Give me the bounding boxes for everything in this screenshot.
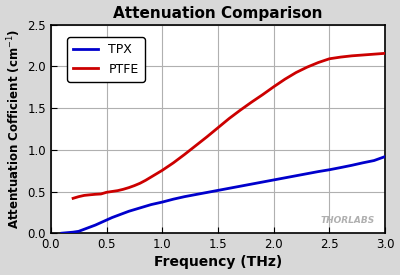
PTFE bbox=[82, 194, 87, 197]
PTFE bbox=[143, 179, 148, 182]
PTFE bbox=[171, 161, 176, 164]
PTFE bbox=[149, 175, 154, 179]
PTFE bbox=[193, 144, 198, 147]
TPX bbox=[193, 193, 198, 196]
PTFE bbox=[93, 193, 98, 196]
TPX bbox=[294, 174, 298, 177]
PTFE bbox=[316, 61, 321, 64]
PTFE bbox=[138, 182, 142, 185]
TPX bbox=[76, 230, 81, 233]
PTFE bbox=[76, 195, 81, 198]
TPX bbox=[316, 170, 321, 173]
PTFE bbox=[227, 117, 232, 120]
TPX bbox=[349, 164, 354, 167]
TPX bbox=[327, 168, 332, 171]
PTFE bbox=[98, 192, 103, 196]
PTFE bbox=[154, 172, 159, 175]
TPX bbox=[126, 210, 131, 213]
PTFE bbox=[160, 169, 165, 172]
TPX bbox=[104, 218, 109, 222]
PTFE bbox=[327, 57, 332, 60]
PTFE bbox=[383, 52, 388, 55]
PTFE bbox=[282, 78, 287, 81]
PTFE bbox=[121, 188, 126, 191]
PTFE bbox=[294, 71, 298, 74]
TPX bbox=[110, 216, 114, 219]
PTFE bbox=[360, 53, 365, 57]
TPX bbox=[115, 214, 120, 217]
Legend: TPX, PTFE: TPX, PTFE bbox=[67, 37, 145, 82]
TPX bbox=[282, 176, 287, 180]
TPX bbox=[204, 191, 209, 194]
TPX bbox=[71, 230, 76, 234]
Title: Attenuation Comparison: Attenuation Comparison bbox=[113, 6, 323, 21]
PTFE bbox=[305, 65, 310, 69]
TPX bbox=[249, 182, 254, 186]
TPX bbox=[260, 180, 265, 184]
TPX bbox=[216, 189, 220, 192]
Line: PTFE: PTFE bbox=[73, 53, 385, 198]
TPX bbox=[171, 197, 176, 201]
PTFE bbox=[126, 186, 131, 189]
Y-axis label: Attentuation Cofficient (cm$^{-1}$): Attentuation Cofficient (cm$^{-1}$) bbox=[6, 29, 23, 229]
TPX bbox=[132, 208, 137, 211]
PTFE bbox=[132, 184, 137, 187]
TPX bbox=[160, 200, 165, 204]
TPX bbox=[82, 228, 87, 231]
PTFE bbox=[216, 126, 220, 129]
TPX bbox=[372, 159, 376, 162]
PTFE bbox=[271, 85, 276, 88]
PTFE bbox=[182, 153, 187, 156]
TPX bbox=[93, 223, 98, 227]
PTFE bbox=[338, 56, 343, 59]
PTFE bbox=[260, 93, 265, 96]
PTFE bbox=[115, 189, 120, 192]
PTFE bbox=[104, 191, 109, 194]
TPX bbox=[338, 166, 343, 169]
TPX bbox=[143, 205, 148, 208]
TPX bbox=[238, 185, 243, 188]
TPX bbox=[138, 206, 142, 210]
TPX bbox=[227, 187, 232, 190]
Line: TPX: TPX bbox=[62, 156, 385, 233]
TPX bbox=[154, 202, 159, 205]
Text: THORLABS: THORLABS bbox=[321, 216, 375, 225]
PTFE bbox=[110, 190, 114, 193]
TPX bbox=[271, 178, 276, 182]
PTFE bbox=[71, 197, 76, 200]
TPX bbox=[98, 221, 103, 224]
PTFE bbox=[204, 135, 209, 139]
TPX bbox=[60, 232, 64, 235]
PTFE bbox=[238, 109, 243, 112]
TPX bbox=[360, 161, 365, 164]
TPX bbox=[305, 172, 310, 175]
PTFE bbox=[349, 54, 354, 57]
X-axis label: Frequency (THz): Frequency (THz) bbox=[154, 255, 282, 270]
TPX bbox=[182, 195, 187, 198]
TPX bbox=[121, 212, 126, 215]
TPX bbox=[383, 155, 388, 158]
TPX bbox=[149, 203, 154, 206]
PTFE bbox=[249, 101, 254, 104]
PTFE bbox=[372, 53, 376, 56]
PTFE bbox=[88, 193, 92, 196]
TPX bbox=[88, 226, 92, 229]
